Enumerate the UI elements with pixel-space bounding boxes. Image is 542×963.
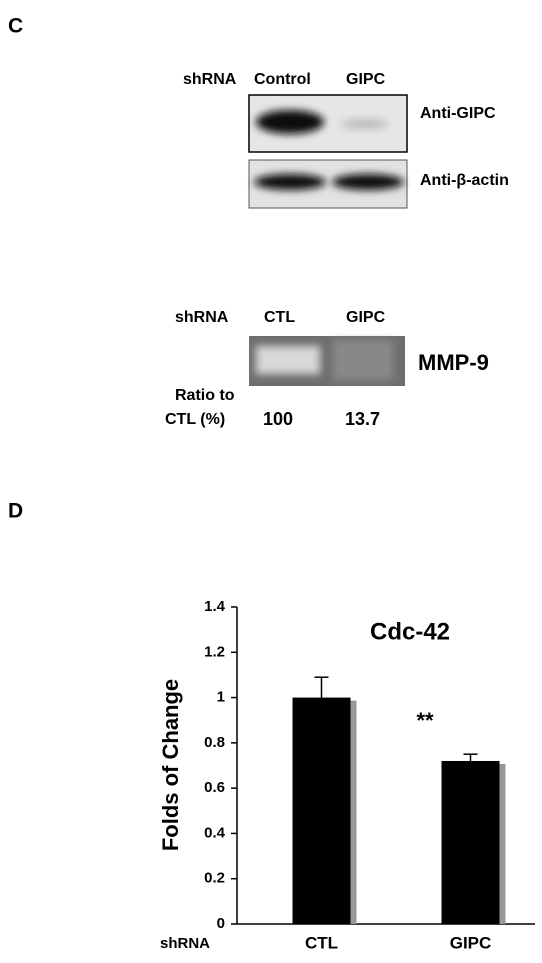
- lane-label: GIPC: [346, 309, 386, 326]
- x-tick-label: GIPC: [450, 933, 492, 952]
- y-tick-label: 1: [217, 689, 225, 706]
- annotation: **: [416, 708, 434, 733]
- y-tick-label: 1.2: [204, 643, 225, 660]
- panel-label: D: [8, 500, 23, 523]
- y-tick-label: 0.6: [204, 779, 225, 796]
- bar: [292, 697, 351, 924]
- blot: [248, 94, 408, 153]
- row-label: Anti-GIPC: [420, 105, 496, 122]
- chart-title: Cdc-42: [370, 618, 450, 645]
- x-prefix: shRNA: [160, 935, 210, 952]
- ratio-label: CTL (%): [165, 411, 225, 428]
- blot: [248, 159, 408, 209]
- row-label: Anti-β-actin: [420, 172, 509, 189]
- x-tick-label: CTL: [305, 933, 338, 952]
- panel-label: C: [8, 15, 23, 38]
- ratio-value: 13.7: [345, 409, 380, 429]
- lane-label: CTL: [264, 309, 295, 326]
- y-tick-label: 1.4: [204, 598, 226, 615]
- ratio-label: Ratio to: [175, 387, 235, 404]
- y-tick-label: 0: [217, 915, 225, 932]
- row-label: MMP-9: [418, 350, 489, 375]
- zymogram: [249, 336, 405, 386]
- y-tick-label: 0.8: [204, 734, 225, 751]
- lane-label: GIPC: [346, 71, 386, 88]
- y-tick-label: 0.2: [204, 870, 225, 887]
- lane-label: Control: [254, 71, 311, 88]
- lane-header: shRNA: [183, 71, 237, 88]
- y-axis-label: Folds of Change: [158, 679, 183, 851]
- ratio-value: 100: [263, 409, 293, 429]
- lane-header: shRNA: [175, 309, 229, 326]
- bar: [441, 760, 500, 924]
- y-tick-label: 0.4: [204, 824, 226, 841]
